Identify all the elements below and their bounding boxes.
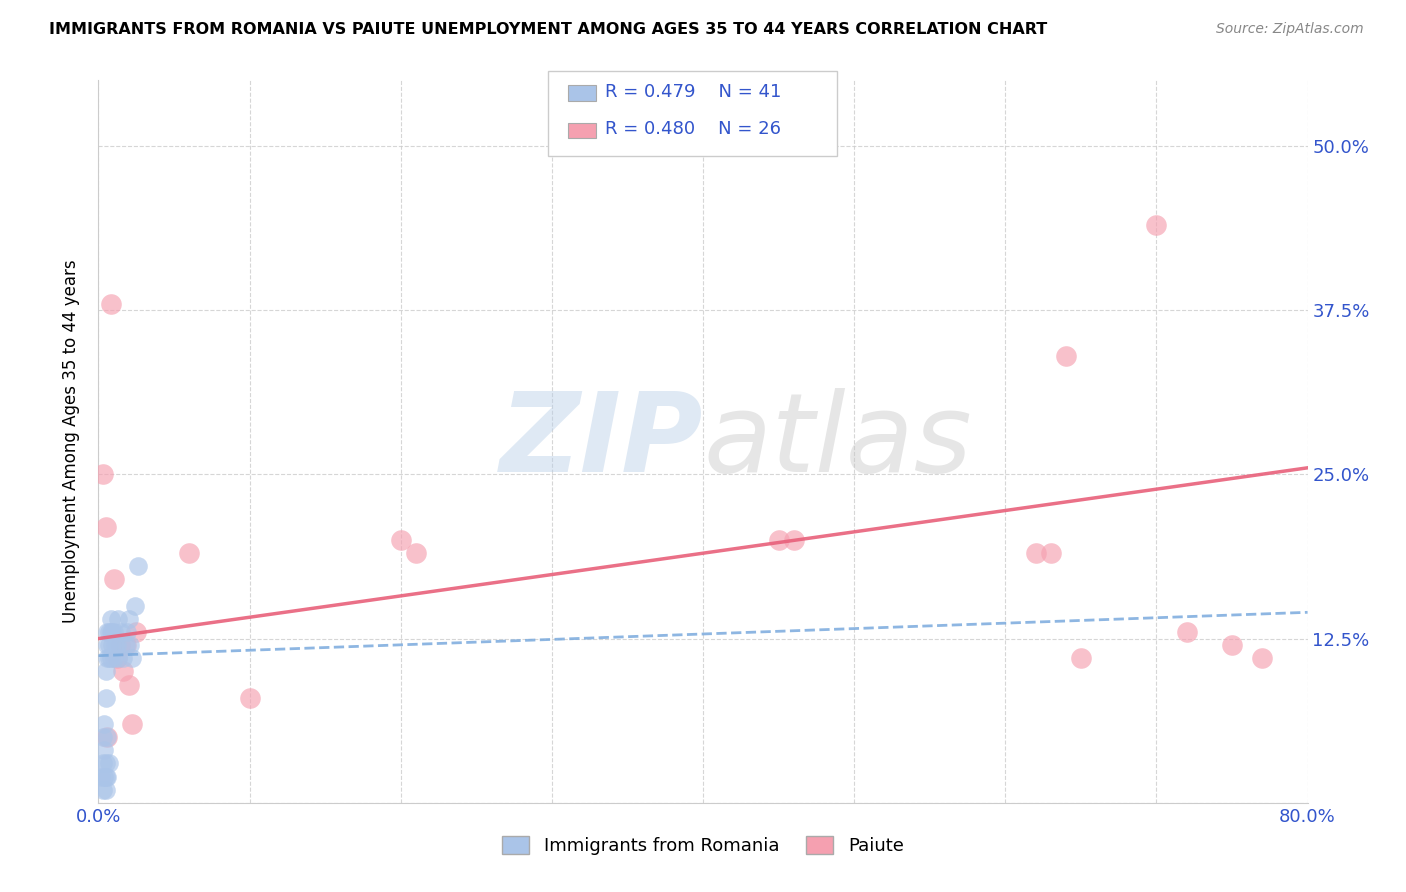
Point [96, 770, 118, 784]
Point [94, 782, 117, 797]
Point [96, 730, 118, 744]
Point [127, 559, 149, 574]
Point [110, 625, 132, 640]
Point [115, 625, 138, 640]
Point [91, 756, 114, 771]
Point [125, 625, 148, 640]
Text: ZIP: ZIP [499, 388, 703, 495]
Point [94, 756, 117, 771]
Point [94, 770, 117, 784]
Text: R = 0.479    N = 41: R = 0.479 N = 41 [605, 83, 780, 101]
Point [103, 573, 125, 587]
Point [93, 743, 115, 757]
Point [98, 756, 121, 771]
Point [1220, 638, 1243, 652]
Point [389, 533, 412, 547]
Point [118, 677, 141, 691]
Text: R = 0.480    N = 26: R = 0.480 N = 26 [605, 120, 780, 138]
Point [1024, 546, 1046, 560]
Text: IMMIGRANTS FROM ROMANIA VS PAIUTE UNEMPLOYMENT AMONG AGES 35 TO 44 YEARS CORRELA: IMMIGRANTS FROM ROMANIA VS PAIUTE UNEMPL… [49, 22, 1047, 37]
Point [94, 520, 117, 534]
Point [1070, 651, 1092, 665]
Point [100, 625, 122, 640]
Point [114, 638, 136, 652]
Point [94, 665, 117, 679]
Point [103, 651, 125, 665]
Legend: Immigrants from Romania, Paiute: Immigrants from Romania, Paiute [502, 836, 904, 855]
Point [96, 625, 118, 640]
Text: Source: ZipAtlas.com: Source: ZipAtlas.com [1216, 22, 1364, 37]
Point [91, 730, 114, 744]
Point [90, 770, 112, 784]
Point [101, 638, 124, 652]
Point [91, 467, 114, 482]
Point [98, 651, 121, 665]
Point [100, 612, 122, 626]
Point [100, 651, 122, 665]
Point [105, 651, 128, 665]
Point [100, 296, 122, 310]
Text: atlas: atlas [703, 388, 972, 495]
Point [111, 665, 134, 679]
Point [179, 546, 201, 560]
Point [783, 533, 806, 547]
Point [107, 651, 129, 665]
Point [93, 770, 115, 784]
Point [124, 599, 146, 613]
Point [96, 730, 118, 744]
Point [1054, 349, 1077, 363]
Point [768, 533, 790, 547]
Point [105, 638, 128, 652]
Point [1251, 651, 1274, 665]
Point [107, 612, 129, 626]
Point [239, 690, 262, 705]
Point [101, 625, 124, 640]
Point [120, 638, 142, 652]
Point [1175, 625, 1198, 640]
Point [91, 782, 114, 797]
Point [96, 638, 118, 652]
Point [103, 625, 125, 640]
Point [93, 717, 115, 731]
Point [118, 612, 141, 626]
Point [111, 651, 134, 665]
Point [108, 638, 131, 652]
Y-axis label: Unemployment Among Ages 35 to 44 years: Unemployment Among Ages 35 to 44 years [62, 260, 80, 624]
Point [104, 638, 127, 652]
Point [121, 717, 143, 731]
Point [114, 638, 136, 652]
Point [405, 546, 427, 560]
Point [96, 651, 118, 665]
Point [98, 625, 121, 640]
Point [98, 638, 121, 652]
Point [1144, 218, 1167, 232]
Point [121, 651, 143, 665]
Point [1039, 546, 1062, 560]
Point [94, 690, 117, 705]
